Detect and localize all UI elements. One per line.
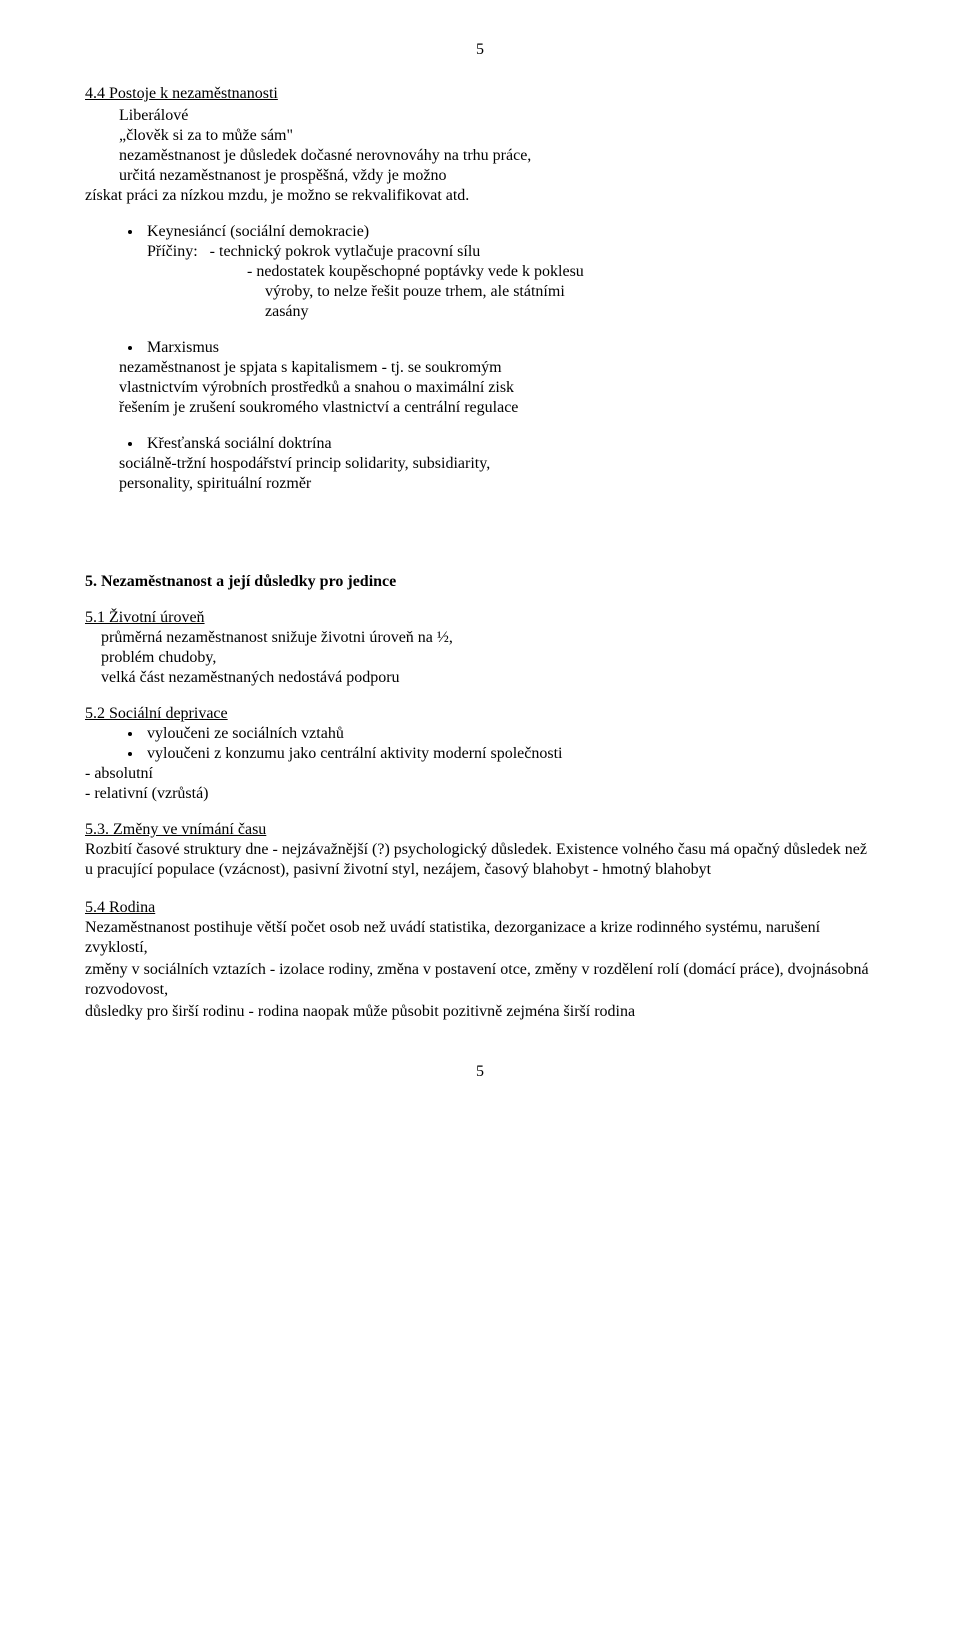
ksd-block: Křesťanská sociální doktrína xyxy=(85,434,875,454)
ksd-line: personality, spirituální rozměr xyxy=(119,474,875,494)
keynes-item: Keynesiáncí (sociální demokracie) Příčin… xyxy=(143,222,875,262)
liberal-line: získat práci za nízkou mzdu, je možno se… xyxy=(85,186,875,206)
page-number-top: 5 xyxy=(85,40,875,60)
s51-line: průměrná nezaměstnanost snižuje životni … xyxy=(101,628,875,648)
s51-line: velká část nezaměstnaných nedostává podp… xyxy=(101,668,875,688)
s52-line: - absolutní xyxy=(85,764,875,784)
s51-line: problém chudoby, xyxy=(101,648,875,668)
marx-block: Marxismus xyxy=(85,338,875,358)
liberal-block: Liberálové „člověk si za to může sám" ne… xyxy=(119,106,875,186)
marx-line: řešením je zrušení soukromého vlastnictv… xyxy=(119,398,875,418)
liberal-line: nezaměstnanost je důsledek dočasné nerov… xyxy=(119,146,875,166)
section-5-4: 5.4 Rodina Nezaměstnanost postihuje větš… xyxy=(85,898,875,1022)
section-5-2: 5.2 Sociální deprivace vyloučeni ze soci… xyxy=(85,704,875,804)
heading-5-3: 5.3. Změny ve vnímání času xyxy=(85,820,875,840)
page-number-bottom: 5 xyxy=(85,1062,875,1082)
ksd-title: Křesťanská sociální doktrína xyxy=(147,435,332,452)
marx-line: vlastnictvím výrobních prostředků a snah… xyxy=(119,378,875,398)
s52-bullet: vyloučeni ze sociálních vztahů xyxy=(143,724,875,744)
keynes-line: výroby, to nelze řešit pouze trhem, ale … xyxy=(85,282,875,302)
section-5: 5. Nezaměstnanost a její důsledky pro je… xyxy=(85,572,875,1022)
s53-para: Rozbití časové struktury dne - nejzávažn… xyxy=(85,840,875,880)
marx-item: Marxismus xyxy=(143,338,875,358)
heading-4-4: 4.4 Postoje k nezaměstnanosti xyxy=(85,84,875,104)
keynes-line: - nedostatek koupěschopné poptávky vede … xyxy=(85,262,875,282)
marx-line: nezaměstnanost je spjata s kapitalismem … xyxy=(119,358,875,378)
keynes-title: Keynesiáncí (sociální demokracie) xyxy=(147,223,369,240)
keynes-line: zasány xyxy=(85,302,875,322)
keynes-line: Příčiny: - technický pokrok vytlačuje pr… xyxy=(147,242,875,262)
s52-bullet: vyloučeni z konzumu jako centrální aktiv… xyxy=(143,744,875,764)
s52-bullets: vyloučeni ze sociálních vztahů vyloučeni… xyxy=(85,724,875,764)
s54-line: změny v sociálních vztazích - izolace ro… xyxy=(85,960,875,1000)
ksd-line: sociálně-tržní hospodářství princip soli… xyxy=(119,454,875,474)
keynes-block: Keynesiáncí (sociální demokracie) Příčin… xyxy=(85,222,875,262)
heading-5: 5. Nezaměstnanost a její důsledky pro je… xyxy=(85,572,875,592)
liberal-line: určitá nezaměstnanost je prospěšná, vždy… xyxy=(119,166,875,186)
liberal-title: Liberálové xyxy=(119,106,875,126)
heading-5-2: 5.2 Sociální deprivace xyxy=(85,704,875,724)
heading-5-4: 5.4 Rodina xyxy=(85,898,875,918)
s54-line: důsledky pro širší rodinu - rodina naopa… xyxy=(85,1002,875,1022)
heading-5-1: 5.1 Životní úroveň xyxy=(85,608,875,628)
section-5-1: 5.1 Životní úroveň průměrná nezaměstnano… xyxy=(85,608,875,688)
document-page: 5 4.4 Postoje k nezaměstnanosti Liberálo… xyxy=(0,0,960,1112)
section-5-3: 5.3. Změny ve vnímání času Rozbití časov… xyxy=(85,820,875,880)
s54-line: Nezaměstnanost postihuje větší počet oso… xyxy=(85,918,875,958)
s52-line: - relativní (vzrůstá) xyxy=(85,784,875,804)
marx-title: Marxismus xyxy=(147,339,219,356)
ksd-item: Křesťanská sociální doktrína xyxy=(143,434,875,454)
liberal-line: „člověk si za to může sám" xyxy=(119,126,875,146)
section-4-4: 4.4 Postoje k nezaměstnanosti Liberálové… xyxy=(85,84,875,494)
